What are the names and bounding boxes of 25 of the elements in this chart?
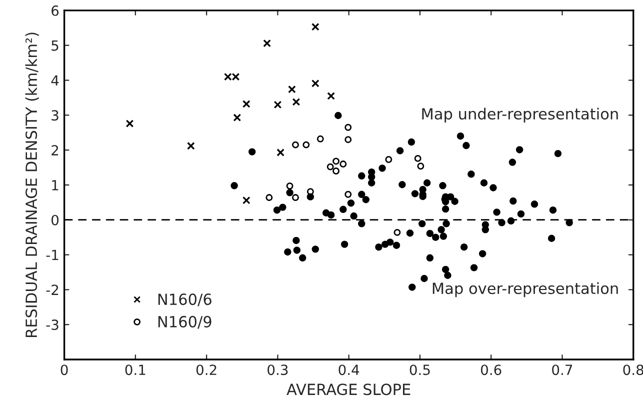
y-tick-label: -2 bbox=[46, 284, 58, 295]
annotation: Map over-representation bbox=[432, 282, 618, 298]
x-axis-title: AVERAGE SLOPE bbox=[286, 384, 410, 396]
y-tick-label: -3 bbox=[46, 320, 58, 330]
y-tick-label: -1 bbox=[46, 250, 58, 260]
x-tick-label: 0.4 bbox=[338, 364, 360, 376]
y-axis-title: RESIDUAL DRAINAGE DENSITY (km/km²) bbox=[25, 32, 39, 338]
y-tick-label: 3 bbox=[52, 110, 58, 121]
x-tick-label: 0.3 bbox=[268, 364, 288, 376]
y-tick-label: 4 bbox=[51, 75, 59, 86]
x-tick-label: 0 bbox=[60, 364, 68, 376]
x-tick-label: 0.1 bbox=[125, 364, 146, 376]
x-tick-label: 0.7 bbox=[552, 364, 572, 376]
x-tick-label: 0.2 bbox=[196, 364, 216, 376]
legend-label: N160/6 bbox=[158, 294, 212, 306]
y-tick-label: 0 bbox=[52, 214, 59, 226]
legend-label: N160/9 bbox=[158, 316, 212, 329]
y-tick-label: 2 bbox=[52, 145, 58, 156]
annotation: Map under-representation bbox=[422, 108, 618, 123]
x-tick-label: 0.5 bbox=[410, 364, 430, 376]
y-tick-label: 6 bbox=[52, 5, 59, 16]
y-tick-label: 1 bbox=[52, 180, 58, 190]
x-tick-label: 0.6 bbox=[480, 364, 502, 376]
y-tick-label: 5 bbox=[52, 40, 58, 51]
x-tick-label: 0.8 bbox=[623, 364, 643, 376]
